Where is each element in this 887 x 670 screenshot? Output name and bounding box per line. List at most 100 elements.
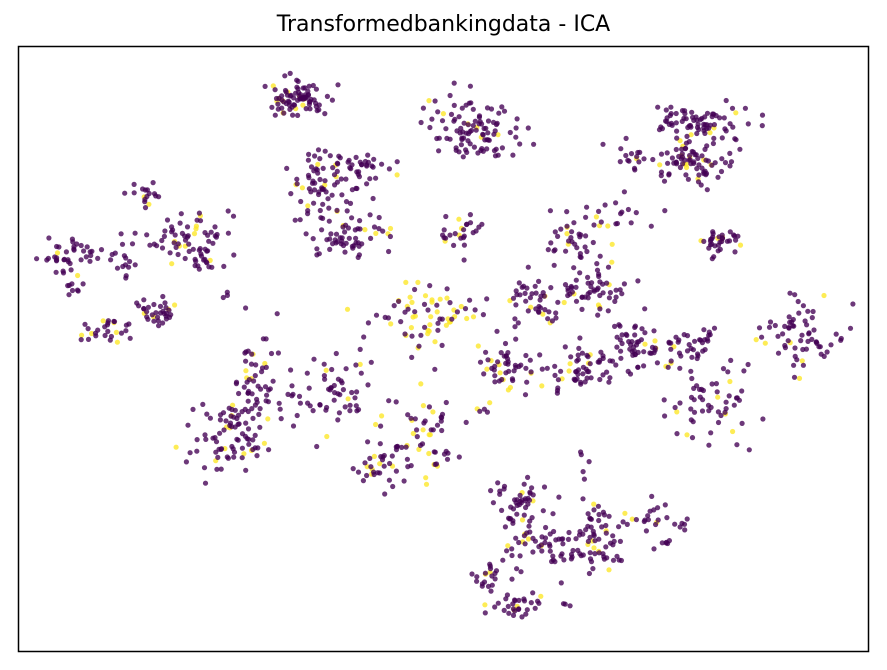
data-point-class-0 bbox=[178, 211, 184, 217]
data-point-class-0 bbox=[206, 264, 212, 270]
data-point-class-1 bbox=[403, 279, 409, 285]
data-point-class-0 bbox=[159, 245, 166, 251]
data-point-class-0 bbox=[522, 290, 528, 296]
data-point-class-0 bbox=[153, 310, 159, 316]
data-point-class-1 bbox=[423, 481, 430, 487]
data-point-class-0 bbox=[581, 476, 588, 482]
data-point-class-1 bbox=[409, 299, 415, 305]
data-point-class-0 bbox=[111, 319, 118, 325]
data-point-class-0 bbox=[328, 231, 334, 237]
data-point-class-0 bbox=[664, 515, 670, 521]
data-point-class-0 bbox=[487, 566, 494, 572]
data-point-class-0 bbox=[648, 223, 654, 229]
data-point-class-0 bbox=[131, 190, 137, 196]
data-point-class-0 bbox=[742, 105, 749, 111]
data-point-class-1 bbox=[593, 214, 600, 220]
data-point-class-0 bbox=[362, 460, 368, 466]
data-point-class-0 bbox=[370, 195, 376, 202]
data-point-class-0 bbox=[617, 337, 623, 343]
data-point-class-0 bbox=[513, 288, 519, 294]
data-point-class-0 bbox=[551, 262, 557, 268]
data-point-class-0 bbox=[190, 246, 196, 252]
data-point-class-1 bbox=[388, 321, 394, 327]
data-point-class-0 bbox=[605, 264, 612, 270]
data-point-class-0 bbox=[701, 327, 707, 333]
data-point-class-0 bbox=[603, 522, 609, 529]
data-point-class-0 bbox=[509, 376, 515, 382]
data-point-class-0 bbox=[447, 300, 453, 306]
data-point-class-0 bbox=[229, 406, 235, 413]
data-point-class-0 bbox=[681, 521, 688, 527]
data-point-class-0 bbox=[281, 99, 287, 105]
data-point-class-0 bbox=[456, 149, 462, 155]
data-point-class-0 bbox=[595, 359, 601, 365]
data-point-class-0 bbox=[612, 323, 618, 329]
data-point-class-0 bbox=[613, 362, 619, 368]
data-point-class-0 bbox=[464, 221, 470, 227]
data-point-class-0 bbox=[262, 384, 269, 390]
data-point-class-0 bbox=[574, 358, 580, 364]
data-point-class-0 bbox=[69, 281, 75, 287]
data-point-class-0 bbox=[321, 373, 327, 379]
data-point-class-0 bbox=[691, 159, 697, 165]
data-point-class-0 bbox=[724, 238, 731, 244]
data-point-class-0 bbox=[633, 517, 640, 523]
data-point-class-0 bbox=[805, 338, 811, 344]
data-point-class-0 bbox=[795, 298, 801, 305]
data-point-class-0 bbox=[805, 308, 811, 314]
data-point-class-0 bbox=[521, 481, 527, 487]
data-point-class-0 bbox=[294, 77, 300, 83]
data-point-class-0 bbox=[678, 156, 685, 162]
data-point-class-0 bbox=[69, 287, 76, 294]
data-point-class-0 bbox=[258, 386, 264, 392]
data-point-class-0 bbox=[409, 333, 415, 339]
data-point-class-0 bbox=[221, 427, 227, 433]
data-point-class-0 bbox=[614, 344, 620, 350]
data-point-class-0 bbox=[439, 118, 446, 124]
data-point-class-0 bbox=[536, 309, 542, 315]
data-point-class-0 bbox=[416, 343, 422, 349]
data-point-class-0 bbox=[610, 533, 616, 539]
data-point-class-0 bbox=[555, 377, 562, 383]
data-point-class-0 bbox=[725, 369, 731, 375]
data-point-class-0 bbox=[689, 109, 695, 115]
data-point-class-0 bbox=[759, 334, 765, 340]
data-point-class-0 bbox=[474, 574, 480, 580]
data-point-class-1 bbox=[525, 536, 532, 542]
data-point-class-0 bbox=[492, 379, 498, 385]
data-point-class-0 bbox=[296, 393, 303, 399]
data-point-class-0 bbox=[495, 359, 501, 365]
data-point-class-0 bbox=[439, 427, 445, 434]
data-point-class-0 bbox=[368, 359, 374, 365]
data-point-class-0 bbox=[647, 508, 653, 514]
data-point-class-0 bbox=[587, 556, 594, 562]
data-point-class-0 bbox=[78, 257, 84, 263]
data-point-class-0 bbox=[160, 320, 166, 326]
data-point-class-0 bbox=[523, 298, 529, 304]
data-point-class-0 bbox=[123, 328, 129, 334]
data-point-class-0 bbox=[325, 196, 331, 202]
data-point-class-0 bbox=[320, 165, 326, 171]
data-point-class-0 bbox=[791, 362, 797, 368]
data-point-class-0 bbox=[490, 500, 496, 506]
data-point-class-0 bbox=[647, 350, 653, 356]
data-point-class-0 bbox=[239, 455, 245, 461]
data-point-class-0 bbox=[800, 303, 807, 309]
data-point-class-0 bbox=[810, 308, 816, 315]
data-point-class-0 bbox=[714, 389, 720, 395]
data-point-class-0 bbox=[745, 121, 751, 127]
data-point-class-0 bbox=[92, 330, 99, 336]
data-point-class-0 bbox=[210, 435, 216, 441]
data-point-class-0 bbox=[587, 534, 593, 540]
data-point-class-0 bbox=[347, 200, 354, 206]
data-point-class-0 bbox=[694, 130, 700, 137]
data-point-class-0 bbox=[105, 320, 111, 326]
data-point-class-0 bbox=[603, 544, 609, 550]
data-point-class-0 bbox=[715, 419, 722, 426]
data-point-class-0 bbox=[314, 167, 320, 173]
data-point-class-0 bbox=[310, 82, 316, 89]
data-point-class-0 bbox=[334, 207, 340, 213]
data-point-class-0 bbox=[527, 529, 533, 535]
data-point-class-0 bbox=[786, 314, 792, 320]
data-point-class-1 bbox=[440, 111, 446, 117]
